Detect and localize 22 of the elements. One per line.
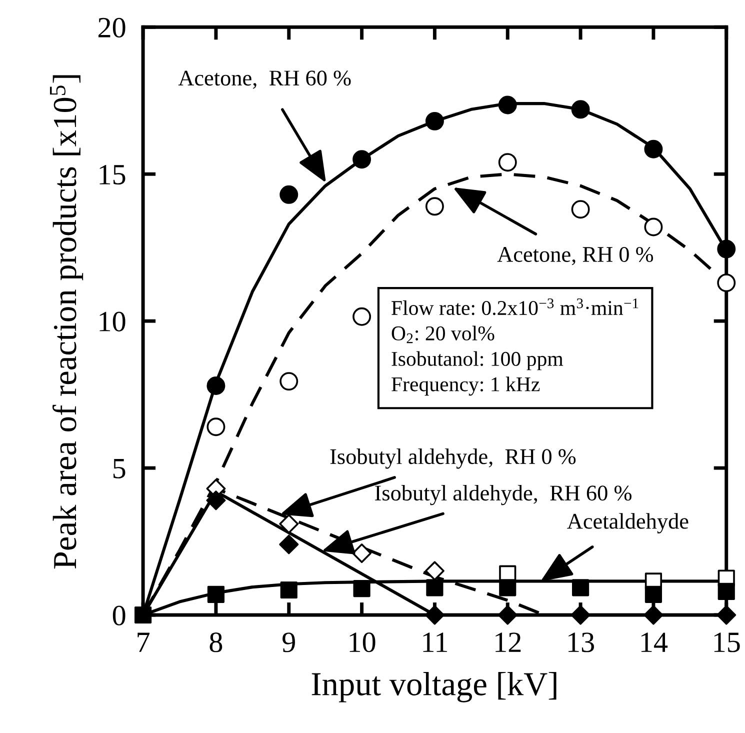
x-tick-label: 13 — [568, 632, 594, 652]
x-tick-label: 11 — [423, 632, 447, 652]
x-tick-label: 14 — [641, 632, 668, 652]
annotation: Acetone, RH 60 % — [178, 70, 351, 89]
x-tick-label: 10 — [350, 632, 376, 652]
annotation: Acetaldehyde — [567, 513, 688, 534]
text: Flow rate: 0.2x10$^{−3}$ m$^{3}$·min$^{−1}$ O$_{2}$: 20 vol% Isobutanol: 100 ppm Frequency: 1 kHz — [392, 298, 638, 396]
x-axis-title: Input voltage [kV] — [312, 672, 556, 702]
x-tick-label: 12 — [496, 632, 521, 652]
y-tick-label: 10 — [100, 312, 126, 332]
x-tick-label: 7 — [138, 632, 150, 652]
x-tick-label: 15 — [714, 632, 740, 652]
x-tick-label: 9 — [282, 632, 295, 652]
y-tick-label: 0 — [112, 606, 126, 626]
y-tick-label: 20 — [98, 18, 126, 38]
y-tick-label: 15 — [100, 164, 126, 184]
annotation: Isobutyl aldehyde, RH 0 % — [330, 448, 576, 469]
annotation: Isobutyl aldehyde, RH 60 % — [375, 484, 632, 506]
annotation: Acetone, RH 0 % — [497, 246, 654, 266]
x-tick-label: 8 — [210, 632, 222, 652]
y-axis-title: Peak area of reaction products [x10$^{5}$] — [50, 75, 84, 569]
y-tick-label: 5 — [113, 459, 126, 478]
